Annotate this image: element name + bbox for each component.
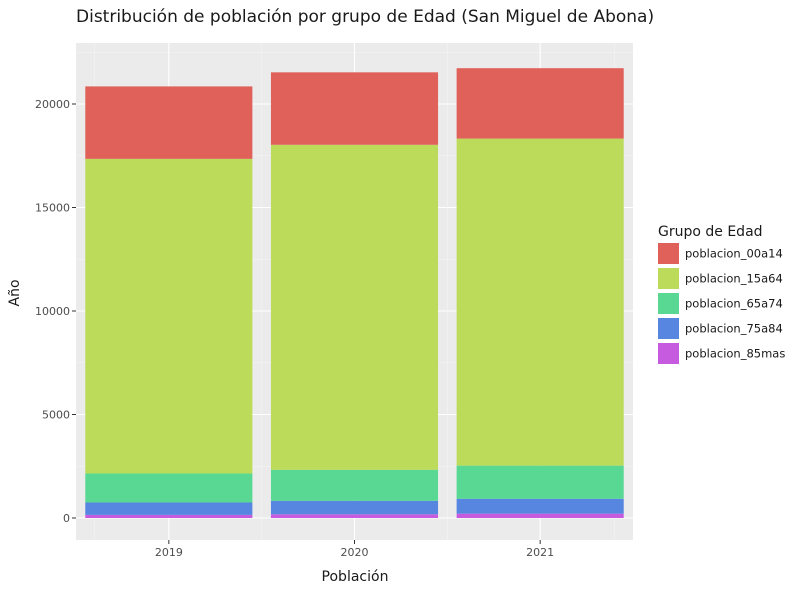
legend-swatch-poblacion_00a14 bbox=[658, 243, 679, 264]
bar-segment-poblacion_85mas-2020 bbox=[270, 514, 439, 518]
y-tick-label: 5000 bbox=[42, 409, 70, 422]
x-tick-label: 2021 bbox=[526, 546, 554, 559]
y-axis-ticks: 0 5000 10000 15000 20000 bbox=[35, 98, 76, 525]
bars bbox=[85, 68, 624, 518]
y-axis-title: Año bbox=[7, 279, 23, 306]
legend-swatch-poblacion_85mas bbox=[658, 343, 679, 364]
bar-segment-poblacion_00a14-2019 bbox=[85, 86, 253, 159]
legend-label-poblacion_15a64: poblacion_15a64 bbox=[685, 272, 783, 286]
bar-segment-poblacion_00a14-2021 bbox=[456, 68, 624, 139]
legend-label-poblacion_75a84: poblacion_75a84 bbox=[685, 322, 783, 336]
legend-swatch-poblacion_65a74 bbox=[658, 293, 679, 314]
y-tick-label: 15000 bbox=[35, 202, 70, 215]
legend-swatch-poblacion_75a84 bbox=[658, 318, 679, 339]
bar-segment-poblacion_75a84-2020 bbox=[270, 500, 439, 515]
bar-segment-poblacion_85mas-2021 bbox=[456, 513, 624, 518]
x-axis-title: Población bbox=[322, 569, 389, 585]
y-tick-label: 10000 bbox=[35, 305, 70, 318]
legend-label-poblacion_65a74: poblacion_65a74 bbox=[685, 297, 783, 311]
x-axis-ticks: 2019 2020 2021 bbox=[155, 540, 554, 559]
y-tick-label: 20000 bbox=[35, 98, 70, 111]
legend-label-poblacion_85mas: poblacion_85mas bbox=[685, 347, 785, 361]
x-tick-label: 2019 bbox=[155, 546, 183, 559]
bar-segment-poblacion_15a64-2019 bbox=[85, 158, 253, 474]
bar-segment-poblacion_75a84-2019 bbox=[85, 502, 253, 515]
legend-label-poblacion_00a14: poblacion_00a14 bbox=[685, 247, 783, 261]
bar-segment-poblacion_00a14-2020 bbox=[270, 72, 439, 145]
legend-title: Grupo de Edad bbox=[658, 224, 763, 240]
bar-segment-poblacion_65a74-2020 bbox=[270, 469, 439, 501]
bar-segment-poblacion_65a74-2021 bbox=[456, 465, 624, 499]
y-tick-label: 0 bbox=[63, 512, 70, 525]
bar-segment-poblacion_75a84-2021 bbox=[456, 498, 624, 514]
x-tick-label: 2020 bbox=[341, 546, 369, 559]
legend: Grupo de Edad poblacion_00a14 poblacion_1… bbox=[658, 224, 785, 364]
bar-segment-poblacion_15a64-2020 bbox=[270, 144, 439, 470]
bar-segment-poblacion_85mas-2019 bbox=[85, 514, 253, 518]
legend-swatch-poblacion_15a64 bbox=[658, 268, 679, 289]
bar-segment-poblacion_15a64-2021 bbox=[456, 138, 624, 466]
chart-title: Distribución de población por grupo de E… bbox=[76, 7, 654, 27]
bar-segment-poblacion_65a74-2019 bbox=[85, 473, 253, 503]
